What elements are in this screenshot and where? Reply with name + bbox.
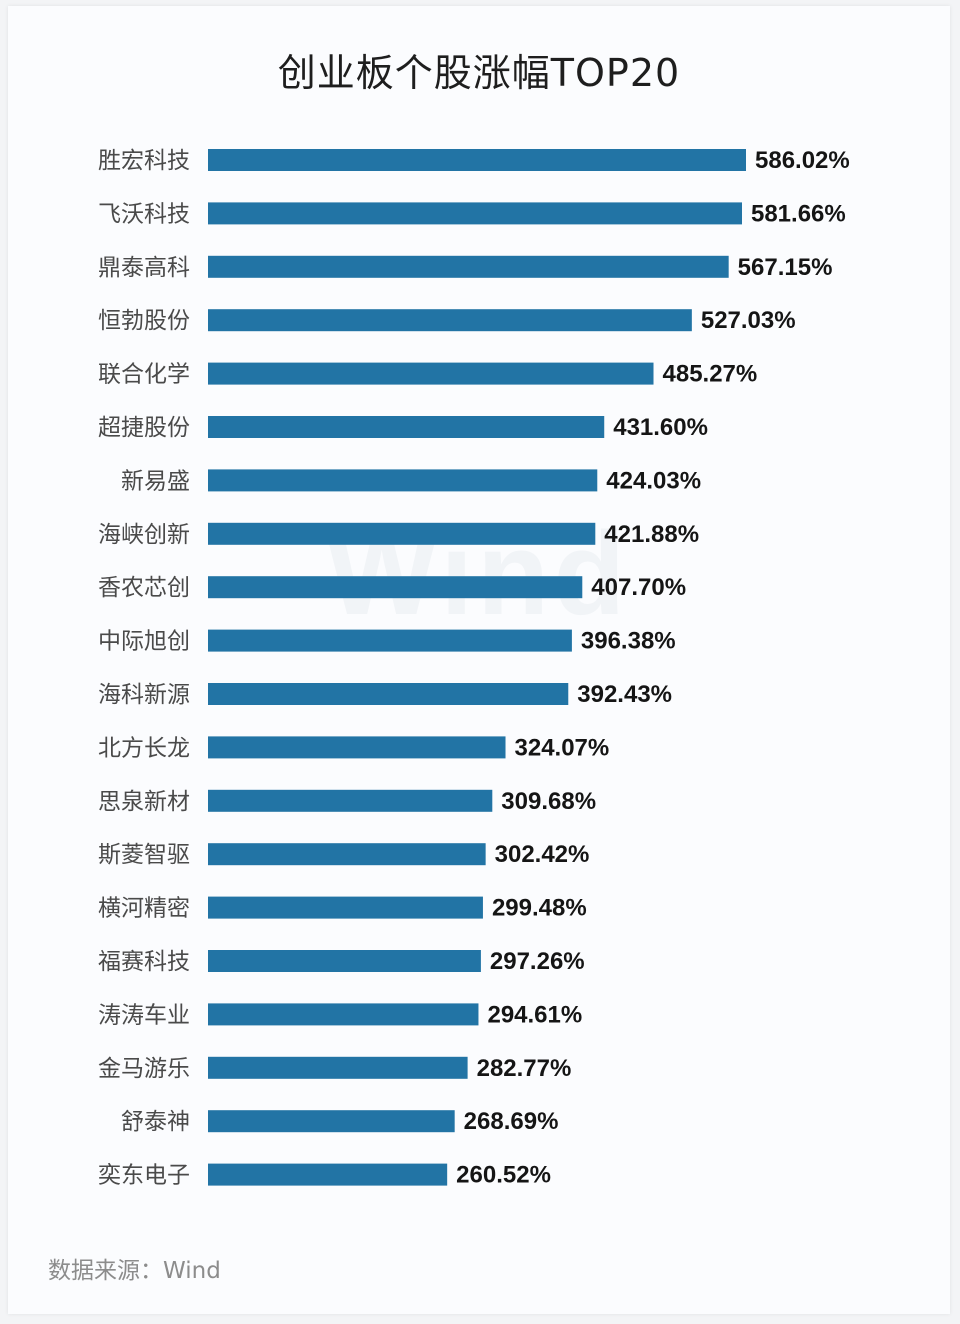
- bar: [208, 1056, 468, 1079]
- value-label: 567.15%: [738, 254, 833, 281]
- bar: [208, 1163, 448, 1186]
- value-label: 268.69%: [464, 1108, 559, 1135]
- value-label: 485.27%: [663, 361, 758, 388]
- value-label: 299.48%: [492, 895, 587, 922]
- value-label: 297.26%: [490, 948, 585, 975]
- bar: [208, 789, 493, 812]
- category-label: 福赛科技: [98, 949, 190, 975]
- category-label: 金马游乐: [98, 1056, 190, 1082]
- value-label: 581.66%: [751, 200, 846, 227]
- category-label: 海峡创新: [98, 522, 190, 548]
- bar: [208, 683, 569, 705]
- bar: [208, 255, 729, 278]
- category-label: 联合化学: [98, 362, 190, 388]
- bar: [208, 576, 583, 599]
- category-label: 斯菱智驱: [98, 842, 190, 868]
- category-label: 涛涛车业: [98, 1002, 190, 1028]
- value-label: 431.60%: [613, 414, 708, 441]
- category-label: 中际旭创: [98, 629, 190, 655]
- value-label: 294.61%: [487, 1001, 582, 1028]
- bar: [208, 843, 486, 866]
- value-label: 527.03%: [701, 307, 796, 334]
- bar: [208, 362, 654, 385]
- bar: [208, 469, 598, 492]
- bar: [208, 202, 742, 225]
- chart-card: 创业板个股涨幅TOP20 Wind 胜宏科技 586.02% 飞沃科技 581.66%…: [8, 6, 950, 1314]
- bar: [208, 1110, 455, 1133]
- bar: [208, 149, 746, 171]
- value-label: 282.77%: [477, 1055, 572, 1082]
- value-label: 324.07%: [515, 734, 610, 761]
- category-label: 海科新源: [98, 682, 190, 708]
- category-label: 胜宏科技: [98, 148, 190, 174]
- value-label: 407.70%: [591, 574, 686, 601]
- category-label: 奕东电子: [98, 1163, 190, 1189]
- value-label: 424.03%: [606, 467, 701, 494]
- bar: [208, 629, 572, 652]
- category-label: 超捷股份: [98, 415, 190, 441]
- category-label: 思泉新材: [98, 789, 190, 815]
- category-label: 舒泰神: [121, 1109, 190, 1135]
- bar: [208, 1003, 479, 1026]
- value-label: 260.52%: [456, 1162, 551, 1189]
- value-label: 302.42%: [495, 841, 590, 868]
- bar: [208, 522, 596, 545]
- category-label: 飞沃科技: [98, 201, 190, 227]
- bar: [208, 950, 481, 972]
- category-label: 横河精密: [98, 896, 190, 922]
- category-label: 恒勃股份: [98, 308, 190, 334]
- data-source: 数据来源：Wind: [48, 1258, 221, 1284]
- bar: [208, 416, 605, 438]
- bar-chart: 胜宏科技 586.02% 飞沃科技 581.66% 鼎泰高科 567.15% 恒勃股份 527…: [98, 147, 850, 1189]
- chart-title: 创业板个股涨幅TOP20: [277, 51, 681, 95]
- category-label: 香农芯创: [98, 575, 190, 601]
- value-label: 586.02%: [755, 147, 850, 174]
- category-label: 鼎泰高科: [98, 255, 190, 281]
- value-label: 392.43%: [577, 681, 672, 708]
- category-label: 北方长龙: [98, 735, 190, 761]
- value-label: 421.88%: [604, 521, 699, 548]
- bar: [208, 736, 506, 759]
- bar: [208, 896, 483, 919]
- bar: [208, 309, 692, 332]
- value-label: 396.38%: [581, 628, 676, 655]
- value-label: 309.68%: [501, 788, 596, 815]
- category-label: 新易盛: [121, 468, 190, 494]
